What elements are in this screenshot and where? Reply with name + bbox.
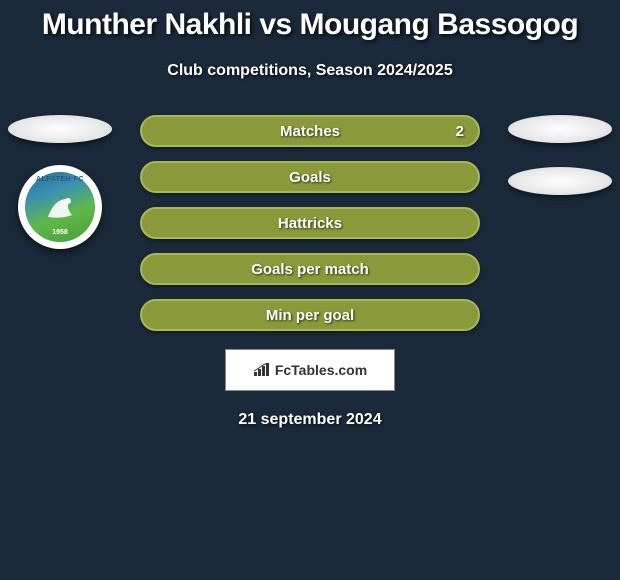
date-text: 21 september 2024 — [0, 411, 620, 429]
club-badge-swoosh-icon — [40, 187, 80, 227]
stat-label: Matches — [280, 123, 340, 140]
footer-brand-text: FcTables.com — [275, 362, 367, 378]
stats-area: ALFATEH FC 1958 Matches 2 Goals Hattrick… — [0, 115, 620, 331]
stat-value-right: 2 — [456, 123, 464, 140]
player-right-oval-1 — [508, 115, 612, 143]
stat-pill-hattricks: Hattricks — [140, 207, 480, 239]
stat-label: Goals per match — [251, 261, 369, 278]
stat-pill-matches: Matches 2 — [140, 115, 480, 147]
footer-brand-box[interactable]: FcTables.com — [225, 349, 395, 391]
stat-pill-goals: Goals — [140, 161, 480, 193]
stat-pill-goals-per-match: Goals per match — [140, 253, 480, 285]
club-badge-inner: ALFATEH FC 1958 — [25, 172, 95, 242]
stat-label: Goals — [289, 169, 331, 186]
stat-pill-min-per-goal: Min per goal — [140, 299, 480, 331]
player-left-oval-1 — [8, 115, 112, 143]
club-badge-left: ALFATEH FC 1958 — [18, 165, 102, 249]
club-badge-year: 1958 — [52, 229, 68, 236]
season-subtitle: Club competitions, Season 2024/2025 — [0, 62, 620, 80]
stat-label: Hattricks — [278, 215, 342, 232]
bar-chart-icon — [253, 363, 271, 377]
club-badge-name: ALFATEH FC — [36, 176, 84, 183]
stat-label: Min per goal — [266, 307, 354, 324]
player-right-oval-2 — [508, 167, 612, 195]
comparison-title: Munther Nakhli vs Mougang Bassogog — [0, 0, 620, 42]
